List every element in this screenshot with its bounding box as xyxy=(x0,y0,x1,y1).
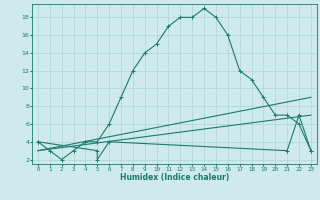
X-axis label: Humidex (Indice chaleur): Humidex (Indice chaleur) xyxy=(120,173,229,182)
